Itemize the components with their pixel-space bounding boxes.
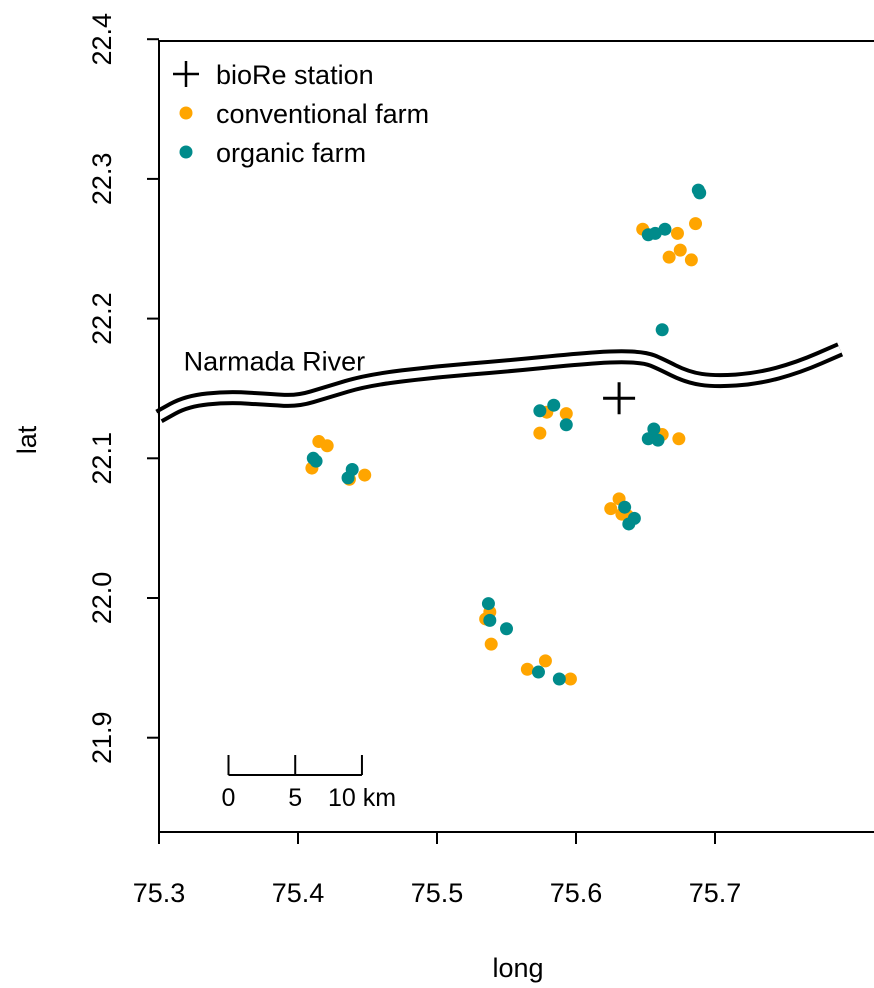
organic-farm-point [531, 665, 545, 679]
river-label: Narmada River [184, 347, 366, 377]
conventional-farm-point [538, 654, 552, 668]
conventional-farm-point [533, 426, 547, 440]
farm-points [305, 183, 707, 686]
conventional-farm-dot-icon [179, 106, 193, 120]
organic-farm-point [309, 454, 323, 468]
y-tick-label: 22.0 [87, 572, 117, 625]
x-tick-label: 75.3 [133, 878, 186, 908]
organic-farm-point [481, 597, 495, 611]
organic-farm-dot-icon [179, 145, 193, 159]
organic-farm-point [693, 186, 707, 200]
x-tick-label: 75.7 [689, 878, 742, 908]
organic-farm-point [547, 398, 561, 412]
y-tick-label: 22.1 [87, 432, 117, 485]
organic-farm-point [483, 613, 497, 627]
y-tick-label: 22.4 [87, 13, 117, 66]
conventional-farm-point [484, 637, 498, 651]
legend-item-organic-farm: organic farm [179, 138, 366, 168]
x-axis-ticks: 75.3 75.4 75.5 75.6 75.7 [133, 832, 742, 908]
scale-label-10-km: 10 km [328, 784, 396, 812]
x-tick-label: 75.4 [272, 878, 325, 908]
legend-label: bioRe station [216, 60, 374, 90]
organic-farm-point [559, 418, 573, 432]
conventional-farm-point [673, 243, 687, 257]
legend-label: organic farm [216, 138, 366, 168]
organic-farm-point [627, 511, 641, 525]
organic-farm-point [655, 323, 669, 337]
organic-farm-point [641, 432, 655, 446]
y-axis-label: lat [12, 425, 42, 454]
organic-farm-point [647, 422, 661, 436]
y-axis-ticks: 21.9 22.0 22.1 22.2 22.3 22.4 [87, 13, 159, 764]
y-tick-label: 22.3 [87, 153, 117, 206]
x-tick-label: 75.5 [411, 878, 464, 908]
organic-farm-point [500, 622, 513, 636]
biore-station-marker [603, 382, 636, 415]
conventional-farm-point [358, 468, 372, 482]
scale-label-0: 0 [222, 784, 236, 812]
plot-frame [158, 40, 874, 833]
x-tick-label: 75.6 [550, 878, 603, 908]
organic-farm-point [341, 471, 355, 485]
conventional-farm-point [689, 217, 703, 231]
legend-item-bioRe-station: bioRe station [173, 60, 374, 90]
legend: bioRe station conventional farm organic … [173, 60, 429, 168]
organic-farm-point [552, 672, 566, 686]
conventional-farm-point [320, 439, 334, 453]
scale-bar-line [227, 755, 363, 776]
y-tick-label: 21.9 [87, 711, 117, 764]
organic-farm-point [658, 222, 672, 236]
scale-bar: 0 5 10 km [222, 755, 396, 812]
conventional-farm-point [672, 432, 686, 446]
axes: 75.3 75.4 75.5 75.6 75.7 21.9 22.0 22.1 22.2 22.… [12, 13, 874, 983]
organic-farm-point [651, 433, 665, 447]
conventional-farm-point [559, 407, 573, 421]
organic-farm-point [618, 500, 632, 514]
conventional-farm-point [604, 502, 618, 516]
conventional-farm-point [662, 250, 676, 264]
organic-farm-point [648, 226, 662, 240]
conventional-farm-point [684, 253, 698, 267]
legend-item-conventional-farm: conventional farm [179, 99, 429, 129]
river-layer: Narmada River [155, 342, 844, 423]
conventional-farm-point [670, 226, 684, 240]
x-axis-label: long [492, 953, 543, 983]
narmada-river-channel [157, 346, 842, 420]
conventional-farm-point [563, 672, 577, 686]
conventional-farm-point [520, 662, 534, 676]
plus-icon [173, 61, 199, 87]
organic-farm-point [533, 404, 547, 418]
y-tick-label: 22.2 [87, 292, 117, 345]
legend-label: conventional farm [216, 99, 429, 129]
scale-label-5: 5 [288, 784, 302, 812]
